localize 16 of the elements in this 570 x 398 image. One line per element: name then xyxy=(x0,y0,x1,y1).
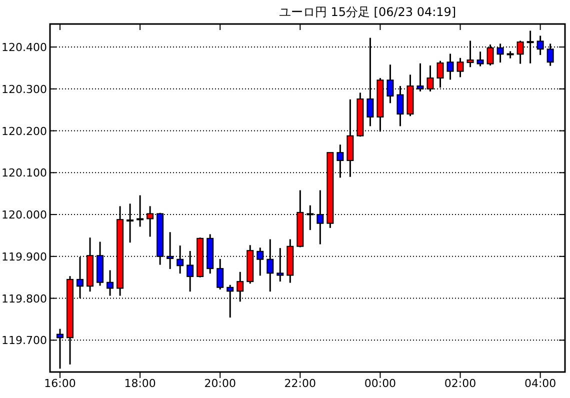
x-tick-label: 00:00 xyxy=(364,377,396,390)
x-tick-label: 22:00 xyxy=(284,377,316,390)
x-tick-label: 04:00 xyxy=(524,377,556,390)
y-tick-label: 120.200 xyxy=(2,124,47,138)
y-tick-label: 120.100 xyxy=(2,166,47,180)
y-tick-label: 120.300 xyxy=(2,82,47,96)
y-tick-label: 119.800 xyxy=(2,292,47,306)
y-tick-label: 119.900 xyxy=(2,250,47,264)
x-tick-label: 20:00 xyxy=(204,377,236,390)
x-tick-label: 16:00 xyxy=(44,377,76,390)
chart-title: ユーロ円 15分足 [06/23 04:19] xyxy=(278,5,456,19)
y-tick-label: 120.400 xyxy=(2,41,47,54)
x-tick-label: 18:00 xyxy=(124,377,156,390)
y-tick-label: 119.700 xyxy=(2,334,47,348)
y-tick-label: 120.000 xyxy=(2,208,47,222)
x-tick-label: 02:00 xyxy=(444,377,476,390)
